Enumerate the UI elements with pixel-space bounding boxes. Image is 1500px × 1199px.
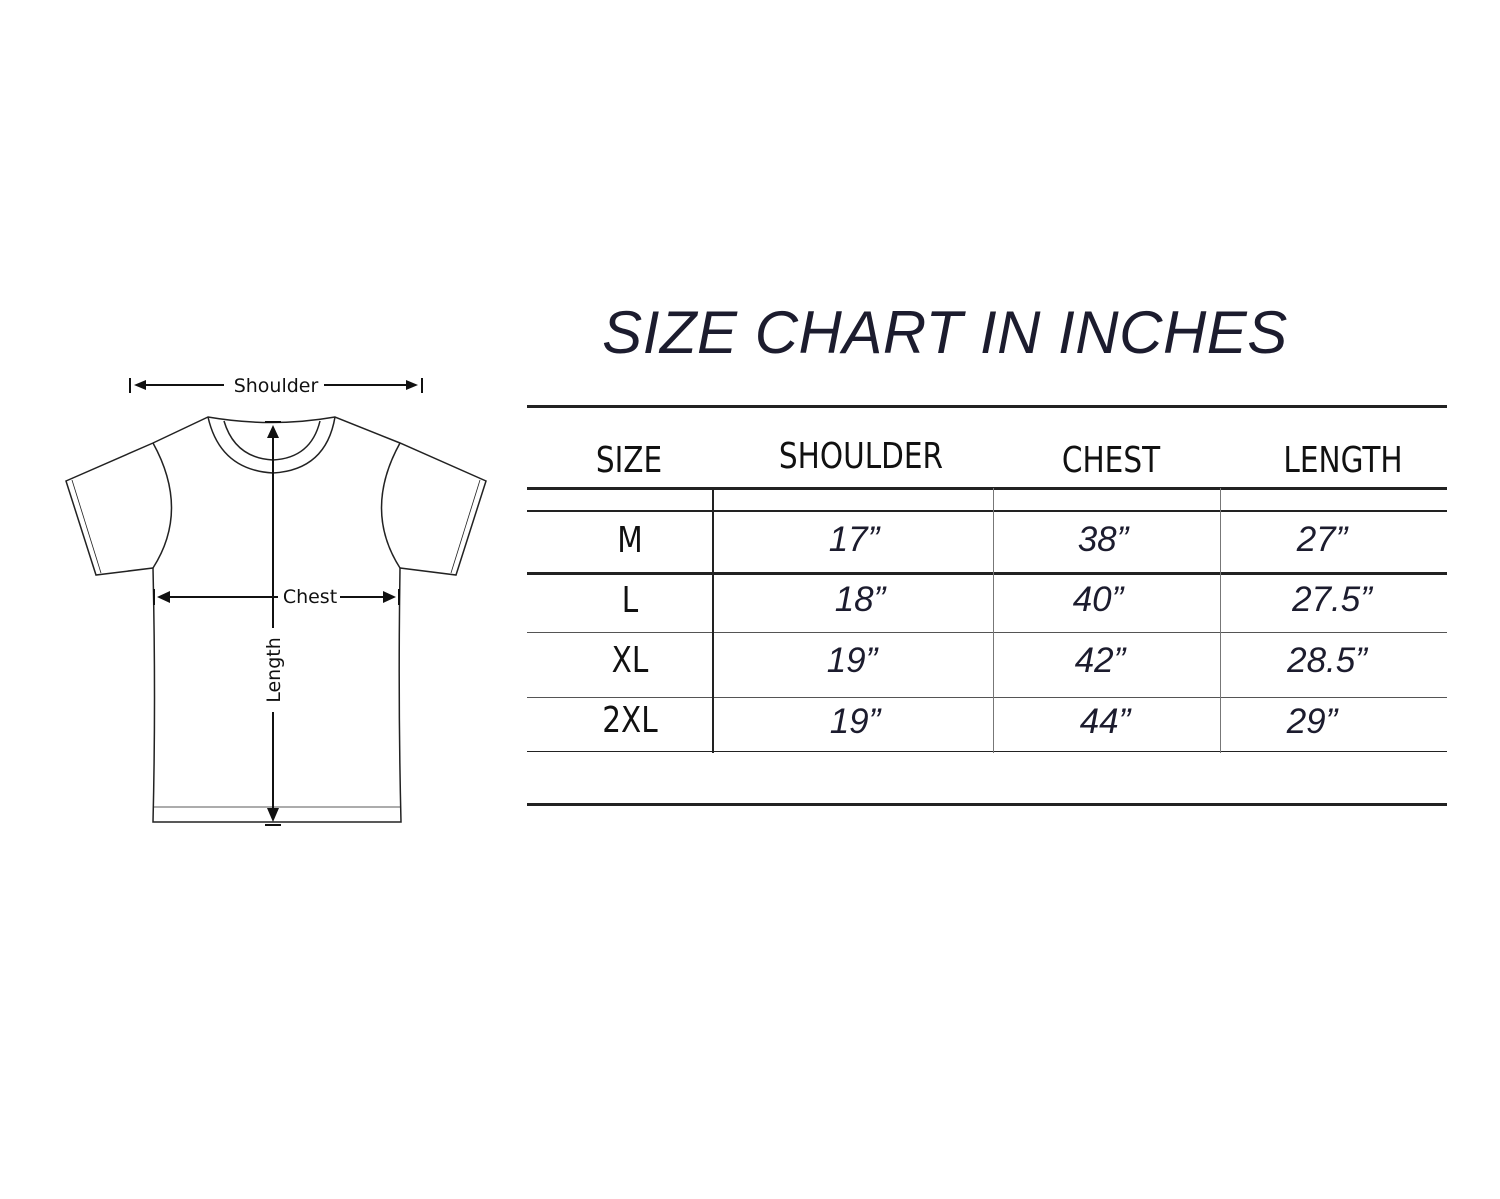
shoulder-cell: 17” bbox=[828, 520, 880, 559]
tshirt-measurement-diagram: Shoulder Chest Length bbox=[65, 375, 487, 826]
length-cell: 28.5” bbox=[1287, 641, 1367, 680]
table-rule bbox=[527, 405, 1447, 408]
length-cell: 27” bbox=[1296, 520, 1348, 559]
chest-arrow bbox=[153, 589, 400, 605]
length-cell: 29” bbox=[1286, 702, 1338, 741]
column-divider bbox=[993, 488, 994, 753]
table-rule bbox=[527, 632, 1447, 633]
size-cell: M bbox=[617, 520, 643, 561]
shoulder-cell: 19” bbox=[826, 641, 878, 680]
length-label: Length bbox=[263, 637, 285, 703]
header-length: LENGTH bbox=[1283, 440, 1403, 481]
header-size: SIZE bbox=[595, 440, 663, 481]
table-rule bbox=[527, 751, 1447, 752]
size-cell: XL bbox=[611, 640, 649, 681]
tshirt-outline bbox=[65, 416, 487, 823]
size-cell: L bbox=[621, 580, 639, 621]
chart-title: SIZE CHART IN INCHES bbox=[602, 299, 1288, 366]
table-rule bbox=[527, 572, 1447, 575]
column-divider bbox=[1220, 488, 1221, 753]
chest-label: Chest bbox=[283, 586, 337, 608]
chest-cell: 42” bbox=[1074, 641, 1126, 680]
table-rule bbox=[527, 803, 1447, 806]
table-rule bbox=[527, 487, 1447, 490]
chest-cell: 38” bbox=[1077, 520, 1129, 559]
table-rule bbox=[527, 510, 1447, 512]
shoulder-arrow bbox=[129, 378, 423, 393]
size-cell: 2XL bbox=[602, 700, 658, 741]
table-rule bbox=[527, 697, 1447, 698]
shoulder-label: Shoulder bbox=[234, 375, 319, 397]
column-divider bbox=[712, 488, 714, 753]
length-cell: 27.5” bbox=[1292, 580, 1372, 619]
shoulder-cell: 18” bbox=[834, 580, 886, 619]
length-arrow bbox=[265, 421, 281, 826]
chest-cell: 40” bbox=[1072, 580, 1124, 619]
shoulder-cell: 19” bbox=[829, 702, 881, 741]
header-chest: CHEST bbox=[1061, 440, 1161, 481]
header-shoulder: SHOULDER bbox=[778, 436, 944, 477]
chest-cell: 44” bbox=[1079, 702, 1131, 741]
